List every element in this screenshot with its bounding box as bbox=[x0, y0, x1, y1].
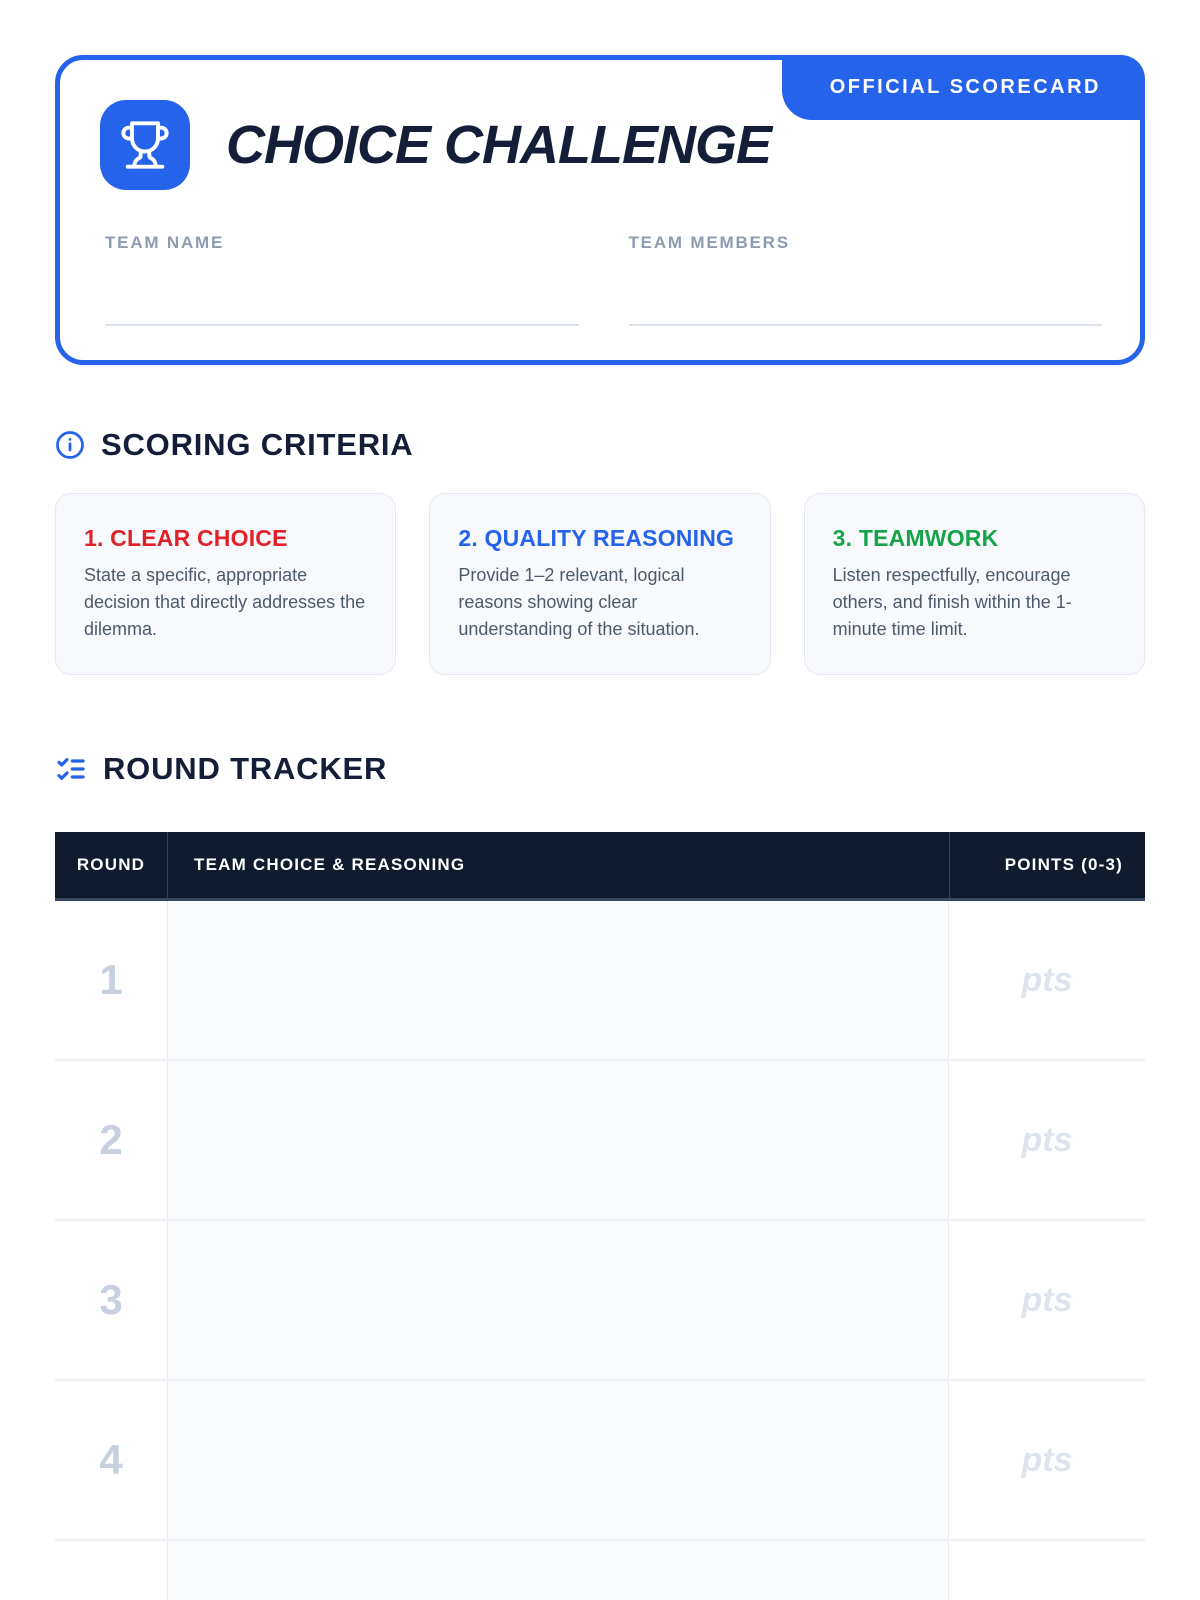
brand-row: CHOICE CHALLENGE bbox=[60, 60, 1140, 190]
table-header-row: ROUND TEAM CHOICE & REASONING POINTS (0-… bbox=[55, 832, 1145, 901]
criterion-text: State a specific, appropriate decision t… bbox=[84, 565, 366, 639]
criterion-card-teamwork: 3. TEAMWORK Listen respectfully, encoura… bbox=[803, 493, 1145, 675]
points-cell[interactable]: pts bbox=[949, 901, 1145, 1059]
criterion-text: Provide 1–2 relevant, logical reasons sh… bbox=[458, 565, 700, 639]
round-tracker-title: ROUND TRACKER bbox=[103, 751, 388, 786]
choice-reasoning-cell[interactable] bbox=[167, 1381, 949, 1539]
team-name-label: TEAM NAME bbox=[105, 233, 225, 252]
info-icon bbox=[55, 430, 85, 460]
round-number: 2 bbox=[55, 1061, 167, 1219]
page-title: CHOICE CHALLENGE bbox=[226, 115, 772, 175]
criterion-title: 2. QUALITY REASONING bbox=[458, 525, 735, 551]
table-row-round-2: 2 pts bbox=[55, 1061, 1145, 1221]
table-row-round-5: 5 pts bbox=[55, 1541, 1145, 1600]
round-tracker-table: ROUND TEAM CHOICE & REASONING POINTS (0-… bbox=[55, 832, 1145, 1600]
header-card: OFFICIAL SCORECARD CHOICE CHALLENGE TEAM… bbox=[55, 55, 1145, 365]
team-members-label: TEAM MEMBERS bbox=[628, 233, 790, 252]
team-name-input[interactable] bbox=[105, 253, 579, 326]
scoring-criteria-title: SCORING CRITERIA bbox=[101, 427, 414, 462]
criterion-title: 3. TEAMWORK bbox=[832, 525, 999, 551]
team-name-field-group: TEAM NAME bbox=[105, 233, 579, 326]
table-row-round-3: 3 pts bbox=[55, 1221, 1145, 1381]
column-header-points: POINTS (0-3) bbox=[949, 832, 1145, 898]
points-cell[interactable]: pts bbox=[949, 1541, 1145, 1600]
choice-reasoning-cell[interactable] bbox=[167, 1221, 949, 1379]
criterion-card-clear-choice: 1. CLEAR CHOICE State a specific, approp… bbox=[55, 493, 397, 675]
team-fields: TEAM NAME TEAM MEMBERS bbox=[60, 190, 1140, 326]
points-cell[interactable]: pts bbox=[949, 1061, 1145, 1219]
trophy-icon bbox=[100, 100, 190, 190]
points-cell[interactable]: pts bbox=[949, 1221, 1145, 1379]
checklist-icon bbox=[55, 753, 87, 785]
page: OFFICIAL SCORECARD CHOICE CHALLENGE TEAM… bbox=[0, 55, 1200, 1600]
choice-reasoning-cell[interactable] bbox=[167, 1541, 949, 1600]
choice-reasoning-cell[interactable] bbox=[167, 1061, 949, 1219]
team-members-input[interactable] bbox=[628, 253, 1102, 326]
team-members-field-group: TEAM MEMBERS bbox=[628, 233, 1102, 326]
choice-reasoning-cell[interactable] bbox=[167, 901, 949, 1059]
criteria-cards: 1. CLEAR CHOICE State a specific, approp… bbox=[55, 493, 1145, 675]
round-number: 3 bbox=[55, 1221, 167, 1379]
column-header-round: ROUND bbox=[76, 855, 146, 874]
column-header-choice: TEAM CHOICE & REASONING bbox=[167, 832, 949, 898]
round-tracker-header: ROUND TRACKER bbox=[55, 751, 1145, 787]
criterion-text: Listen respectfully, encourage others, a… bbox=[832, 565, 1072, 639]
table-row-round-1: 1 pts bbox=[55, 901, 1145, 1061]
round-number: 4 bbox=[55, 1381, 167, 1539]
round-number: 5 bbox=[55, 1541, 167, 1600]
scoring-criteria-header: SCORING CRITERIA bbox=[55, 427, 1145, 463]
criterion-title: 1. CLEAR CHOICE bbox=[84, 525, 288, 551]
official-scorecard-badge: OFFICIAL SCORECARD bbox=[781, 55, 1145, 120]
points-cell[interactable]: pts bbox=[949, 1381, 1145, 1539]
table-row-round-4: 4 pts bbox=[55, 1381, 1145, 1541]
round-number: 1 bbox=[55, 901, 167, 1059]
criterion-card-quality-reasoning: 2. QUALITY REASONING Provide 1–2 relevan… bbox=[429, 493, 771, 675]
